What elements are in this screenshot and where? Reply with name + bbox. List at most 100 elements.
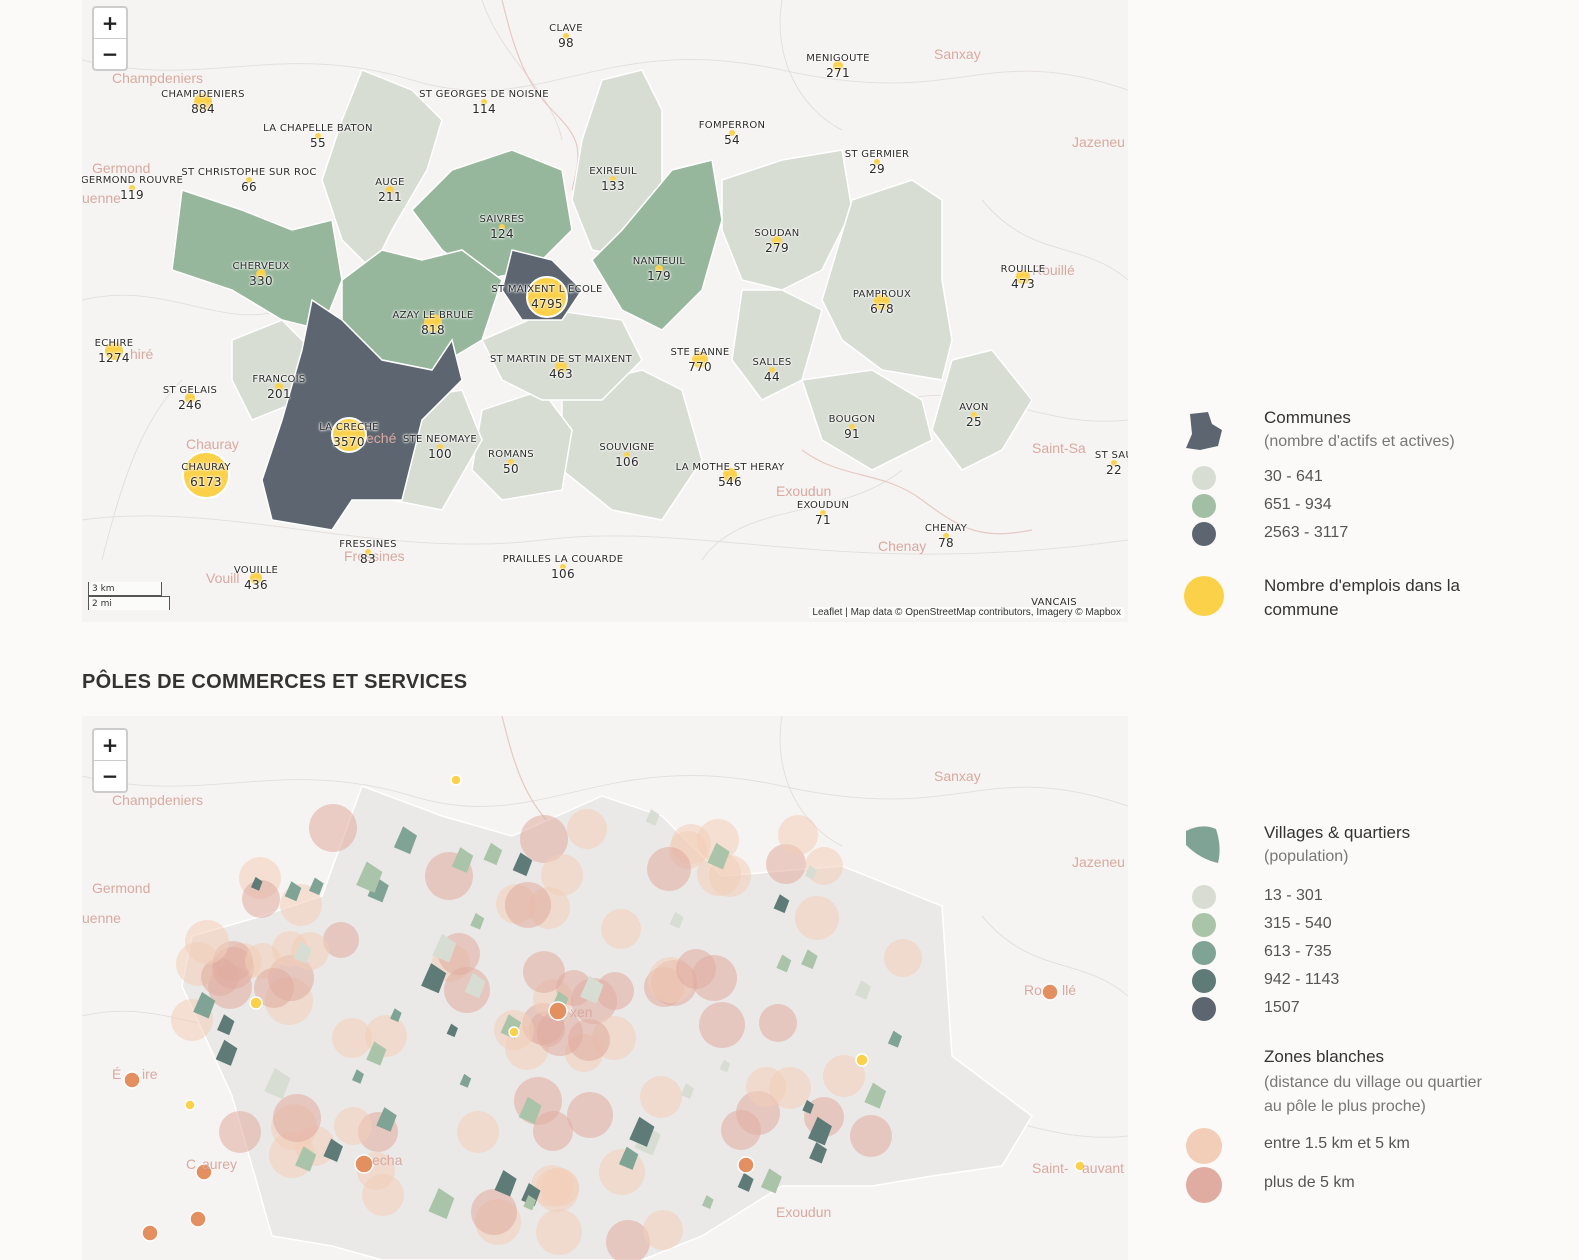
jobs-circle[interactable] — [331, 417, 367, 453]
jobs-circle[interactable] — [971, 412, 977, 418]
jobs-circle[interactable] — [182, 451, 230, 499]
jobs-circle[interactable] — [874, 159, 880, 165]
commune-name: ST CHRISTOPHE SUR ROC — [181, 167, 317, 178]
commune-value: 6173 — [190, 475, 222, 489]
white-zone-circle — [523, 951, 565, 993]
village-area — [376, 1107, 397, 1132]
services-map-basemap — [82, 716, 1128, 1260]
jobs-circle[interactable] — [623, 451, 631, 459]
legend-class-2: 315 - 540 — [1264, 915, 1332, 932]
commune-label: ROUILLE 473 — [1001, 263, 1046, 291]
jobs-circle[interactable] — [820, 510, 826, 516]
jobs-circle[interactable] — [103, 340, 125, 362]
commune-label: VOUILLE 436 — [234, 564, 278, 592]
commune-value: 330 — [249, 274, 273, 288]
village-area — [250, 876, 263, 891]
jobs-circle[interactable] — [128, 184, 136, 192]
zoom-in-button[interactable]: + — [101, 733, 119, 757]
legend-subtitle: (population) — [1264, 848, 1349, 865]
zone-class-1: entre 1.5 km et 5 km — [1264, 1135, 1410, 1152]
jobs-circle[interactable] — [1111, 460, 1117, 466]
jobs-circle[interactable] — [424, 314, 442, 332]
commune-area-cherveux — [171, 188, 343, 331]
commune-name: LA CRECHE — [319, 422, 379, 433]
commune-value: 98 — [558, 36, 574, 50]
jobs-circle[interactable] — [654, 264, 663, 273]
jobs-circle[interactable] — [1016, 270, 1030, 284]
commune-name: VOUILLE — [233, 565, 279, 576]
jobs-circle[interactable] — [722, 467, 737, 482]
jobs-circle[interactable] — [246, 177, 252, 183]
village-area — [451, 847, 474, 873]
commune-value: 124 — [490, 227, 514, 241]
legend-swatch-2 — [1192, 913, 1216, 937]
services-map[interactable]: + − Champdeniers Germond uenne Sanxay Ja… — [82, 716, 1128, 1260]
zoom-control: + − — [92, 728, 128, 793]
commune-value: 44 — [764, 370, 780, 384]
communes-map[interactable]: + − Champdeniers Germond uenne Sanxay Ja… — [82, 0, 1128, 622]
commune-name: GERMOND ROUVRE — [82, 175, 184, 186]
village-area — [760, 1168, 782, 1194]
zoom-out-button[interactable]: − — [94, 760, 126, 791]
legend-class-4: 942 - 1143 — [1264, 971, 1340, 988]
basemap-label: C — [186, 1156, 197, 1172]
jobs-circle[interactable] — [385, 185, 395, 195]
jobs-circle[interactable] — [249, 571, 263, 585]
basemap-label: Fressines — [344, 548, 405, 564]
jobs-circle[interactable] — [185, 393, 195, 403]
jobs-circle[interactable] — [771, 235, 782, 246]
legend-title: Villages & quartiers — [1264, 823, 1411, 842]
jobs-circle[interactable] — [498, 223, 506, 231]
basemap-label: Chauray — [186, 436, 239, 452]
jobs-circle[interactable] — [563, 33, 569, 39]
commune-value: 246 — [178, 398, 202, 412]
commune-name: VANCAIS — [1031, 597, 1077, 608]
jobs-circle[interactable] — [609, 175, 617, 183]
commune-name: LA MOTHE ST HERAY — [675, 462, 785, 473]
jobs-circle[interactable] — [315, 133, 321, 139]
jobs-circle[interactable] — [874, 294, 890, 310]
jobs-circle[interactable] — [274, 382, 284, 392]
commune-name: CLAVE — [549, 23, 583, 34]
jobs-circle[interactable] — [833, 61, 843, 71]
commune-value: 22 — [1106, 463, 1122, 477]
village-area — [264, 1067, 291, 1100]
legend-class-3: 613 - 735 — [1264, 943, 1332, 960]
white-zone-circle — [567, 1092, 613, 1138]
jobs-circle[interactable] — [508, 459, 514, 465]
jobs-circle[interactable] — [480, 98, 488, 106]
commune-label: MENIGOUTE 271 — [806, 52, 869, 80]
jobs-circle[interactable] — [255, 268, 267, 280]
village-area — [580, 975, 604, 1004]
zoom-in-button[interactable]: + — [101, 11, 119, 35]
white-zone-circle — [795, 896, 839, 940]
map-attribution[interactable]: Leaflet | Map data © OpenStreetMap contr… — [809, 607, 1124, 618]
commune-label: FRANCOIS 201 — [252, 373, 305, 401]
commune-name: ST MARTIN DE ST MAIXENT — [490, 354, 632, 365]
commune-value: 1274 — [98, 351, 130, 365]
basemap-label: Sanxay — [934, 768, 981, 784]
village-area — [618, 1146, 639, 1170]
commune-label: ST GELAIS 246 — [163, 384, 217, 412]
jobs-circle[interactable] — [194, 93, 212, 111]
zoom-out-button[interactable]: − — [94, 38, 126, 69]
jobs-circle[interactable] — [559, 563, 567, 571]
basemap-label: Jazeneu — [1072, 134, 1125, 150]
jobs-circle[interactable] — [526, 276, 568, 318]
white-zone-circle — [323, 922, 359, 958]
jobs-circle[interactable] — [769, 367, 775, 373]
jobs-circle[interactable] — [691, 351, 709, 369]
jobs-circle[interactable] — [729, 130, 735, 136]
village-area — [854, 980, 872, 1000]
commune-name: AVON — [959, 402, 989, 413]
white-zone-circle — [647, 847, 691, 891]
jobs-circle[interactable] — [437, 444, 443, 450]
jobs-circle[interactable] — [943, 533, 949, 539]
jobs-circle[interactable] — [365, 549, 371, 555]
jobs-circle[interactable] — [849, 424, 855, 430]
village-area — [864, 1082, 887, 1109]
jobs-circle[interactable] — [554, 360, 568, 374]
village-area — [356, 861, 383, 893]
zones-title: Zones blanches — [1264, 1047, 1385, 1066]
white-zone-circle — [601, 909, 641, 949]
